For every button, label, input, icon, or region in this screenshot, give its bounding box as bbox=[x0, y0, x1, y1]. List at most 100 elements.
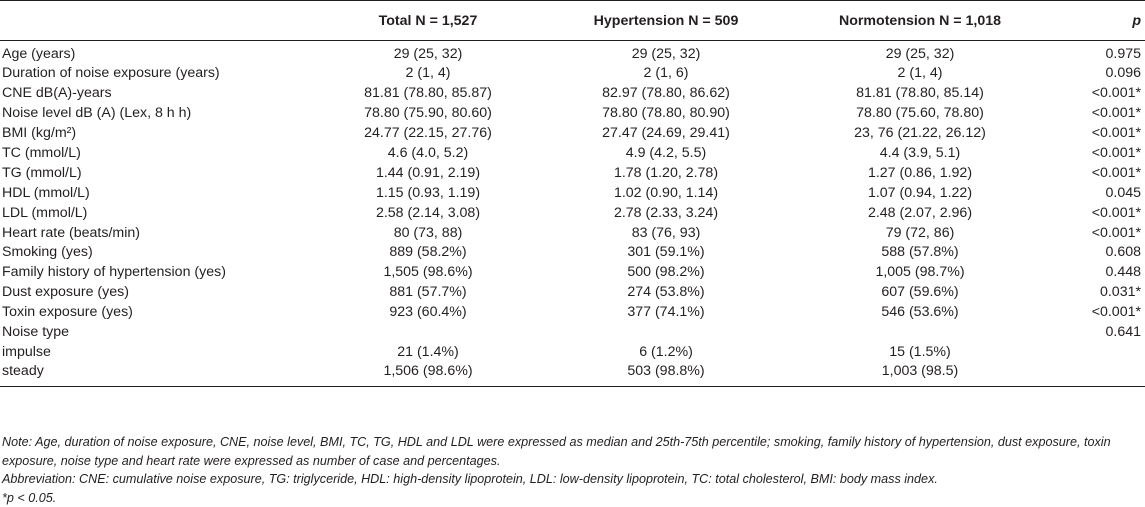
cell-normotension: 4.4 (3.9, 5.1) bbox=[879, 145, 961, 161]
table-row: BMI (kg/m²) 24.77 (22.15, 27.76) 27.47 (24… bbox=[0, 124, 1145, 144]
cell-p-value: <0.001* bbox=[1091, 304, 1141, 321]
header-cell-total: Total N = 1,527 bbox=[378, 12, 478, 29]
table-row: Smoking (yes) 889 (58.2%) 301 (59.1%) 588 (… bbox=[0, 243, 1145, 263]
table-row: Age (years) 29 (25, 32) 29 (25, 32) 29 (25,… bbox=[0, 41, 1145, 65]
table-row: Duration of noise exposure (years) 2 (1, … bbox=[0, 64, 1145, 84]
cell-hypertension: 82.97 (78.80, 86.62) bbox=[602, 85, 730, 102]
cell-total: 4.6 (4.0, 5.2) bbox=[387, 145, 469, 161]
abbreviation-text: Abbreviation: CNE: cumulative noise expo… bbox=[2, 472, 938, 486]
cell-p-value: 0.045 bbox=[1105, 184, 1141, 201]
cell-hypertension: 1.02 (0.90, 1.14) bbox=[613, 184, 719, 201]
cell-p-value: <0.001* bbox=[1091, 125, 1141, 142]
cell-p-value: 0.641 bbox=[1105, 324, 1141, 341]
row-label: Family history of hypertension (yes) bbox=[2, 264, 226, 281]
table-row: Toxin exposure (yes) 923 (60.4%) 377 (74.1… bbox=[0, 303, 1145, 323]
cell-p-value: <0.001* bbox=[1091, 164, 1141, 181]
cell-normotension bbox=[790, 323, 1050, 343]
row-label: impulse bbox=[2, 343, 51, 360]
cell-hypertension bbox=[542, 323, 790, 343]
cell-hypertension: 4.9 (4.2, 5.5) bbox=[625, 145, 707, 161]
cell-hypertension: 503 (98.8%) bbox=[627, 363, 705, 380]
row-label: Duration of noise exposure (years) bbox=[2, 65, 220, 82]
cell-hypertension: 377 (74.1%) bbox=[627, 304, 705, 321]
cell-total: 81.81 (78.80, 85.87) bbox=[364, 85, 492, 102]
cell-hypertension: 500 (98.2%) bbox=[627, 264, 705, 281]
cell-total: 2.58 (2.14, 3.08) bbox=[375, 204, 481, 221]
cell-normotension: 2 (1, 4) bbox=[897, 65, 943, 82]
table-row: steady 1,506 (98.6%) 503 (98.8%) 1,003 (98.… bbox=[0, 362, 1145, 387]
table-body: Age (years) 29 (25, 32) 29 (25, 32) 29 (25,… bbox=[0, 41, 1145, 387]
cell-total: 881 (57.7%) bbox=[389, 284, 467, 301]
table-row: Family history of hypertension (yes) 1,50… bbox=[0, 263, 1145, 283]
row-label: Toxin exposure (yes) bbox=[2, 304, 133, 321]
cell-p-value: 0.096 bbox=[1105, 65, 1141, 82]
table-row: Heart rate (beats/min) 80 (73, 88) 83 (76,… bbox=[0, 223, 1145, 243]
cell-p-value: <0.001* bbox=[1091, 105, 1141, 122]
cell-total: 1.15 (0.93, 1.19) bbox=[375, 184, 481, 201]
cell-total: 78.80 (75.90, 80.60) bbox=[364, 105, 492, 122]
table-row: TC (mmol/L) 4.6 (4.0, 5.2) 4.9 (4.2, 5.5) 4… bbox=[0, 144, 1145, 164]
table-row: CNE dB(A)-years 81.81 (78.80, 85.87) 82.97… bbox=[0, 84, 1145, 104]
cell-normotension: 1,003 (98.5) bbox=[881, 363, 959, 380]
cell-total: 29 (25, 32) bbox=[393, 46, 463, 62]
cell-total: 80 (73, 88) bbox=[393, 224, 463, 241]
table-row: LDL (mmol/L) 2.58 (2.14, 3.08) 2.78 (2.33,… bbox=[0, 203, 1145, 223]
table-row: Dust exposure (yes) 881 (57.7%) 274 (53.8%… bbox=[0, 283, 1145, 303]
row-label: BMI (kg/m²) bbox=[2, 125, 77, 142]
cell-normotension: 79 (72, 86) bbox=[885, 224, 955, 241]
cell-hypertension: 301 (59.1%) bbox=[627, 244, 705, 261]
cell-p-value: 0.448 bbox=[1105, 264, 1141, 281]
row-label: Heart rate (beats/min) bbox=[2, 224, 140, 241]
data-table: Total N = 1,527 Hypertension N = 509 Nor… bbox=[0, 0, 1145, 387]
cell-normotension: 607 (59.6%) bbox=[881, 284, 959, 301]
header-cell-hypertension: Hypertension N = 509 bbox=[593, 12, 739, 29]
cell-hypertension: 78.80 (78.80, 80.90) bbox=[602, 105, 730, 122]
header-cell-label bbox=[0, 1, 314, 41]
header-cell-p: p bbox=[1132, 12, 1141, 29]
table-row: TG (mmol/L) 1.44 (0.91, 2.19) 1.78 (1.20, … bbox=[0, 163, 1145, 183]
row-label: TG (mmol/L) bbox=[2, 164, 82, 181]
cell-total: 1,506 (98.6%) bbox=[383, 363, 473, 380]
table-row: Noise type 0.641 bbox=[0, 323, 1145, 343]
row-label: CNE dB(A)-years bbox=[2, 85, 112, 102]
row-label: Noise type bbox=[2, 324, 70, 341]
cell-total: 1,505 (98.6%) bbox=[383, 264, 473, 281]
cell-total: 889 (58.2%) bbox=[389, 244, 467, 261]
header-cell-normotension: Normotension N = 1,018 bbox=[838, 12, 1002, 29]
cell-hypertension: 274 (53.8%) bbox=[627, 284, 705, 301]
cell-total: 24.77 (22.15, 27.76) bbox=[364, 125, 492, 142]
cell-hypertension: 2.78 (2.33, 3.24) bbox=[613, 204, 719, 221]
cell-total: 923 (60.4%) bbox=[389, 304, 467, 321]
table-row: impulse 21 (1.4%) 6 (1.2%) 15 (1.5%) bbox=[0, 342, 1145, 362]
cell-normotension: 29 (25, 32) bbox=[885, 46, 955, 62]
cell-normotension: 588 (57.8%) bbox=[881, 244, 959, 261]
cell-normotension: 546 (53.6%) bbox=[881, 304, 959, 321]
cell-p-value: 0.031* bbox=[1099, 284, 1141, 301]
cell-total: 1.44 (0.91, 2.19) bbox=[375, 164, 481, 181]
cell-total: 2 (1, 4) bbox=[405, 65, 451, 82]
cell-hypertension: 83 (76, 93) bbox=[631, 224, 701, 241]
cell-p-value: 0.975 bbox=[1105, 46, 1141, 62]
table-header: Total N = 1,527 Hypertension N = 509 Nor… bbox=[0, 1, 1145, 41]
cell-normotension: 81.81 (78.80, 85.14) bbox=[856, 85, 984, 102]
row-label: Age (years) bbox=[2, 46, 76, 62]
table-notes: Note: Age, duration of noise exposure, C… bbox=[2, 433, 1142, 507]
cell-hypertension: 29 (25, 32) bbox=[631, 46, 701, 62]
row-label: TC (mmol/L) bbox=[2, 145, 81, 161]
row-label: LDL (mmol/L) bbox=[2, 204, 88, 221]
cell-p-value: <0.001* bbox=[1091, 204, 1141, 221]
row-label: HDL (mmol/L) bbox=[2, 184, 90, 201]
cell-normotension: 23, 76 (21.22, 26.12) bbox=[854, 125, 986, 142]
cell-p-value: <0.001* bbox=[1091, 224, 1141, 241]
header-row: Total N = 1,527 Hypertension N = 509 Nor… bbox=[0, 1, 1145, 41]
cell-p-value bbox=[1050, 362, 1145, 387]
significance-note: *p < 0.05. bbox=[2, 490, 57, 505]
table-row: HDL (mmol/L) 1.15 (0.93, 1.19) 1.02 (0.90,… bbox=[0, 183, 1145, 203]
cell-total: 21 (1.4%) bbox=[397, 343, 459, 360]
table-row: Noise level dB (A) (Lex, 8 h h) 78.80 (75… bbox=[0, 104, 1145, 124]
cell-normotension: 1.07 (0.94, 1.22) bbox=[867, 184, 973, 201]
cell-p-value: <0.001* bbox=[1091, 145, 1141, 161]
cell-total bbox=[314, 323, 542, 343]
cell-normotension: 1.27 (0.86, 1.92) bbox=[867, 164, 973, 181]
